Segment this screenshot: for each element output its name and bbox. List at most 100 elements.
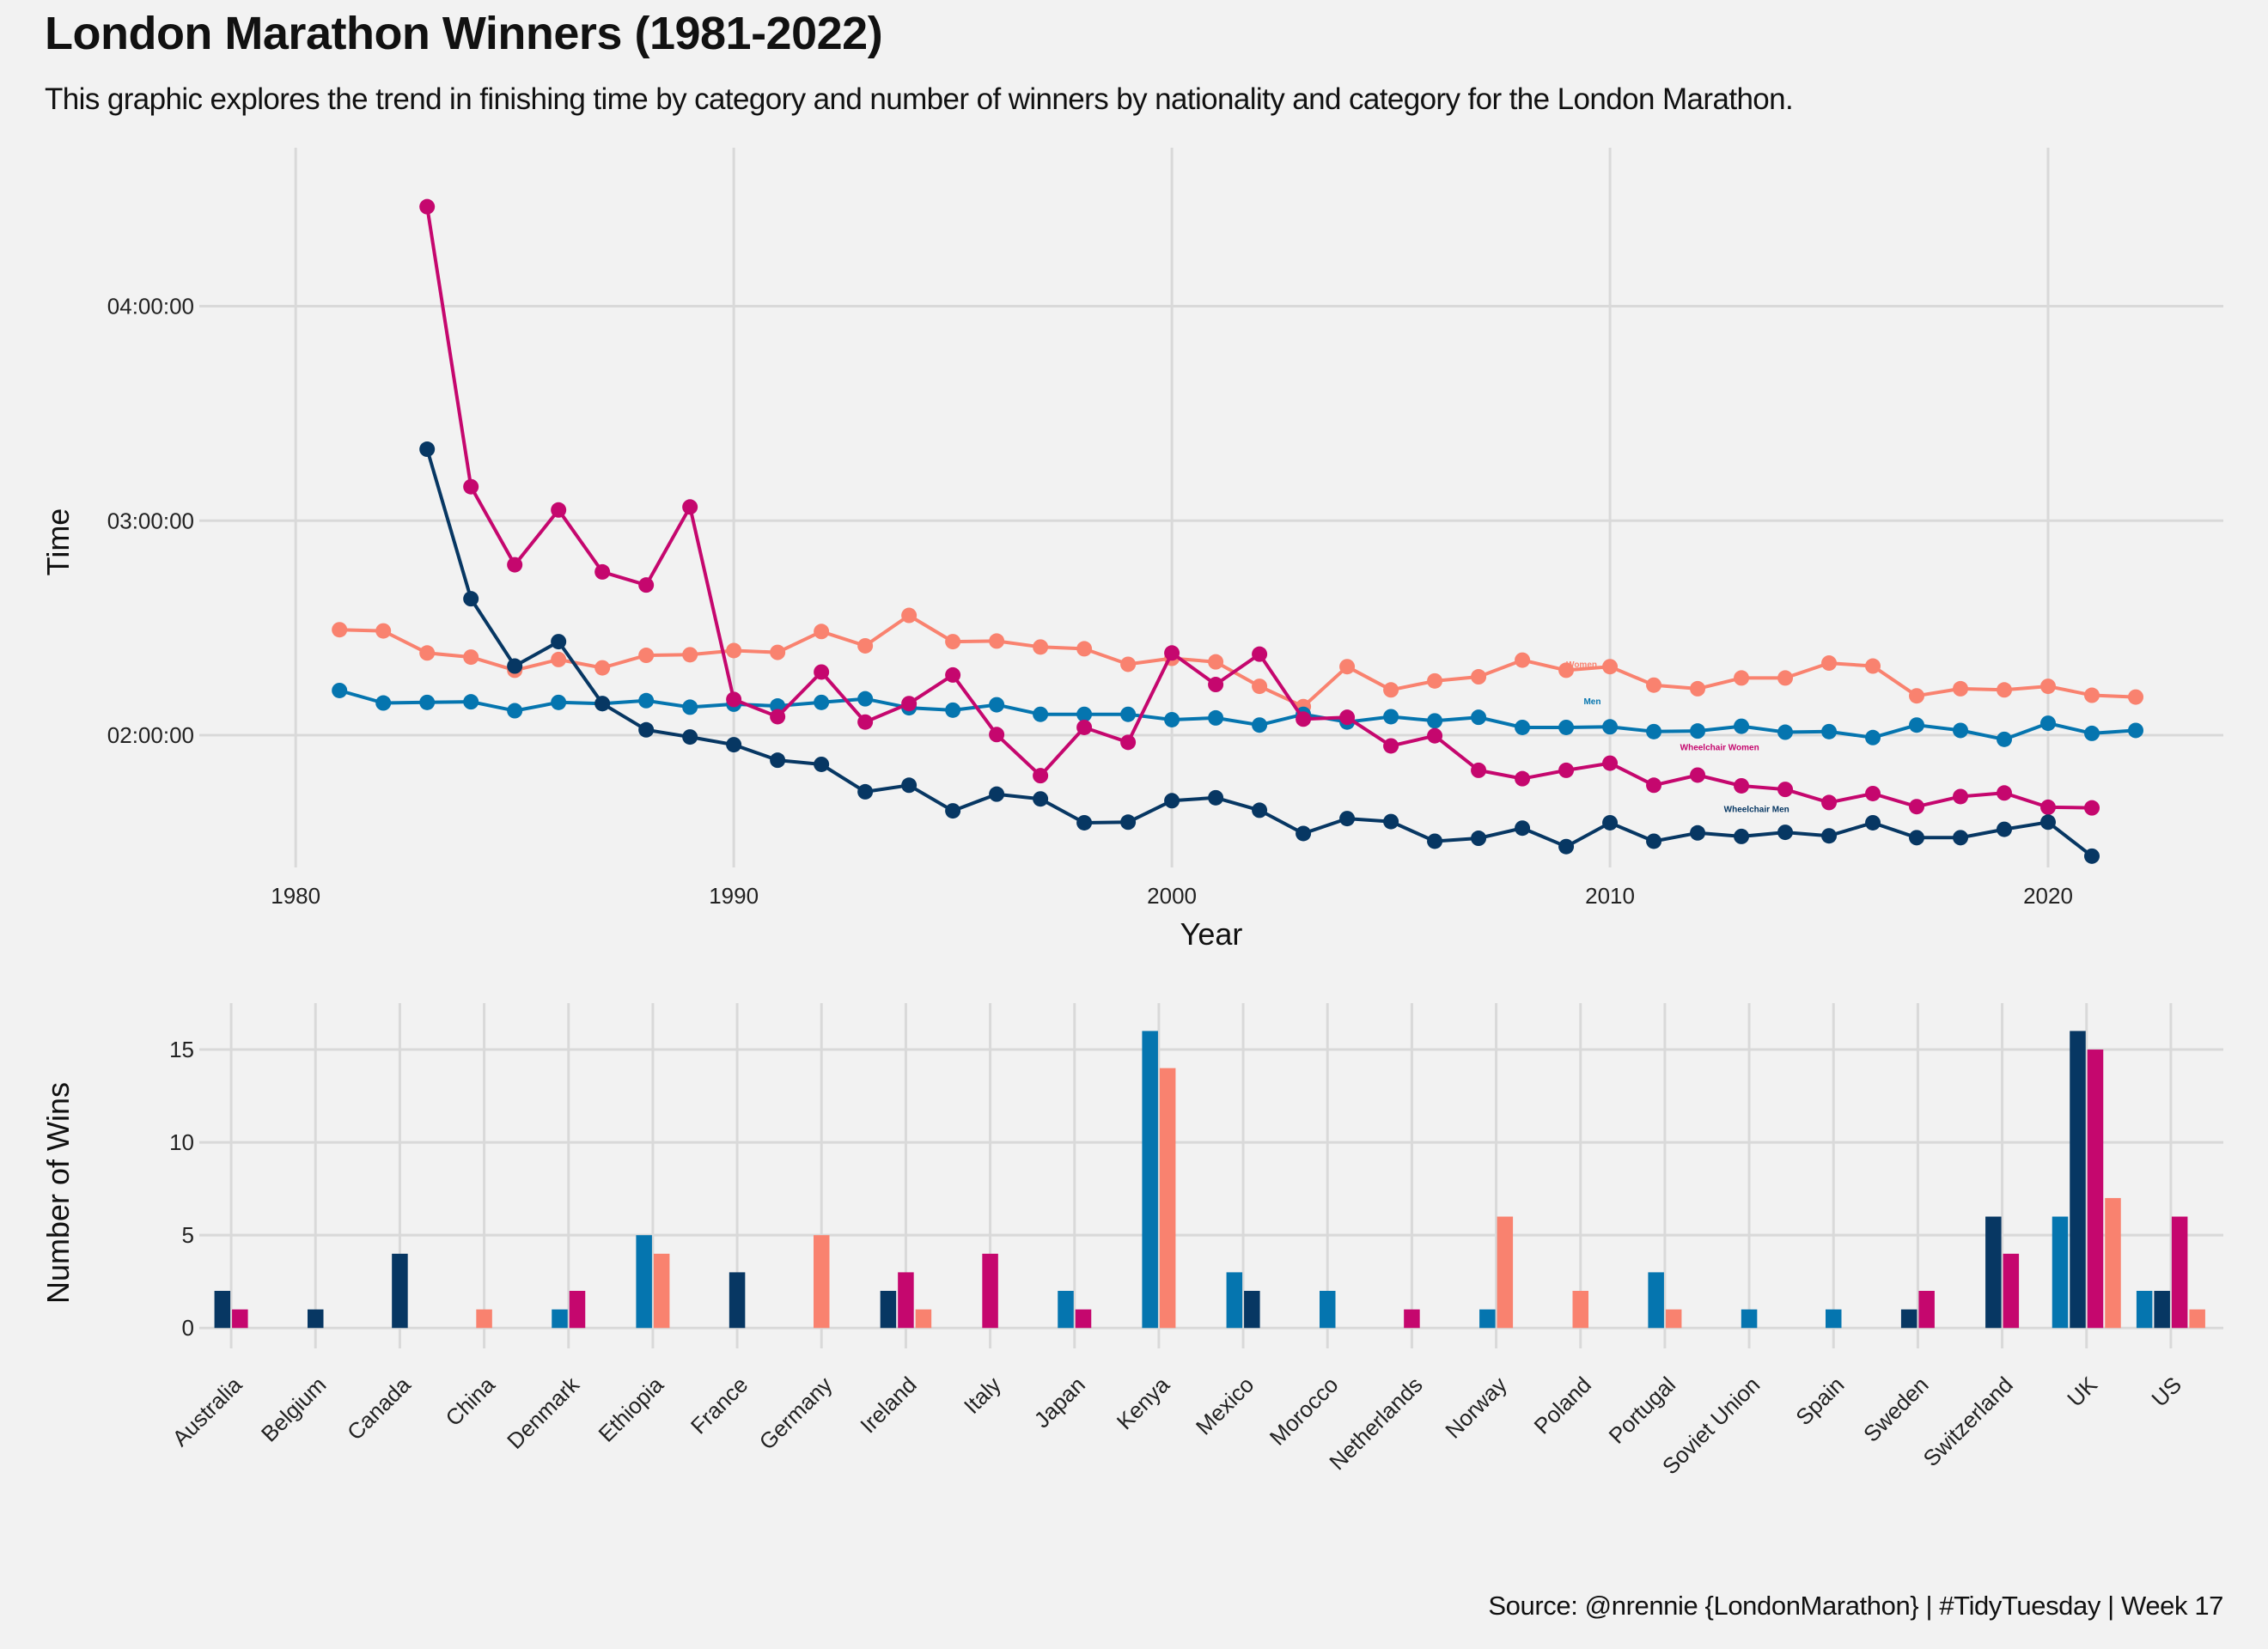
data-point-men (1383, 709, 1399, 725)
data-point-wheelchair_men (857, 783, 874, 800)
data-point-wheelchair_women (1033, 768, 1049, 784)
bar-wheelchair_men (2070, 1031, 2086, 1329)
data-point-men (1164, 711, 1180, 727)
data-point-wheelchair_men (1734, 828, 1750, 844)
data-point-women (1690, 680, 1706, 697)
data-point-wheelchair_women (814, 664, 830, 680)
data-point-wheelchair_men (1339, 811, 1356, 827)
bar-men (1226, 1272, 1243, 1329)
data-point-wheelchair_men (989, 786, 1005, 802)
bar-wheelchair_men (1244, 1291, 1260, 1329)
series-line-men (338, 689, 2137, 741)
data-point-women (1997, 682, 2013, 698)
category-label: Japan (1029, 1372, 1090, 1433)
data-point-wheelchair_men (1690, 824, 1706, 841)
category-label: Australia (168, 1372, 247, 1451)
data-point-wheelchair_women (594, 563, 611, 580)
data-point-wheelchair_women (1909, 799, 1925, 815)
y-tick-label: 03:00:00 (107, 508, 194, 533)
category-label: Morocco (1265, 1372, 1344, 1451)
data-point-wheelchair_men (1909, 830, 1925, 846)
data-point-wheelchair_men (1646, 833, 1662, 849)
data-point-men (1558, 719, 1575, 735)
line-chart-panel: 1980 1990 2000 2010 2020 02:00:00 03:00:00 04:0… (40, 148, 2223, 952)
category-label: Poland (1529, 1372, 1596, 1439)
x-tick-label: 2010 (1585, 883, 1635, 909)
bar-wheelchair_women (2003, 1253, 2020, 1329)
data-point-wheelchair_women (989, 727, 1005, 743)
data-point-men (1909, 717, 1925, 733)
data-point-women (1208, 654, 1224, 670)
data-point-wheelchair_men (945, 803, 961, 819)
data-point-wheelchair_men (1777, 824, 1794, 841)
data-point-wheelchair_men (1033, 791, 1049, 807)
data-point-wheelchair_men (551, 634, 567, 650)
data-point-men (332, 682, 348, 698)
category-label: UK (2062, 1372, 2102, 1412)
category-label: Canada (342, 1372, 416, 1445)
data-point-women (375, 623, 392, 639)
data-point-women (1339, 659, 1356, 675)
source-caption: Source: @nrennie {LondonMarathon} | #Tid… (1488, 1591, 2223, 1621)
bar-wheelchair_men (2154, 1291, 2170, 1329)
data-point-women (1515, 652, 1531, 668)
data-point-women (857, 637, 874, 654)
category-label: China (441, 1372, 501, 1432)
data-point-wheelchair_men (2084, 848, 2100, 864)
bar-women (2105, 1197, 2121, 1329)
category-label: France (686, 1372, 753, 1439)
data-point-wheelchair_men (1120, 814, 1137, 831)
data-point-wheelchair_women (1427, 727, 1443, 744)
data-point-wheelchair_women (726, 691, 742, 708)
data-point-men (1997, 731, 2013, 747)
data-point-wheelchair_women (945, 666, 961, 683)
category-label: Belgium (256, 1372, 332, 1447)
data-point-women (594, 660, 611, 676)
x-axis-title: Year (1180, 916, 1243, 952)
category-label: Denmark (502, 1371, 585, 1454)
series-label-wheelchair_men: Wheelchair Men (1724, 805, 1789, 814)
data-point-wheelchair_women (1734, 777, 1750, 794)
bar-wheelchair_women (1404, 1309, 1420, 1329)
data-point-women (2040, 678, 2057, 695)
data-point-wheelchair_men (1252, 802, 1268, 818)
data-point-men (1252, 717, 1268, 733)
category-label: Switzerland (1918, 1372, 2018, 1471)
data-point-wheelchair_women (419, 198, 436, 215)
category-label: Sweden (1858, 1372, 1934, 1447)
data-point-women (1120, 656, 1137, 672)
y-tick-label: 10 (169, 1129, 194, 1155)
y-axis-title: Time (40, 508, 76, 576)
data-point-wheelchair_men (1602, 814, 1619, 831)
data-point-women (1646, 677, 1662, 693)
data-point-wheelchair_women (1821, 794, 1838, 811)
data-point-wheelchair_men (419, 441, 436, 458)
data-point-wheelchair_men (1427, 833, 1443, 849)
series-men: Men (332, 682, 2144, 747)
data-point-women (1777, 670, 1794, 686)
series-label-men: Men (1583, 697, 1600, 707)
data-point-wheelchair_men (1865, 814, 1881, 831)
data-point-wheelchair_men (726, 737, 742, 753)
category-label: US (2146, 1372, 2186, 1412)
bar-wheelchair_women (1918, 1291, 1935, 1329)
data-point-wheelchair_women (1383, 738, 1399, 754)
data-point-wheelchair_men (770, 752, 786, 769)
data-point-wheelchair_women (1558, 762, 1575, 778)
y-tick-label: 5 (182, 1222, 194, 1248)
bar-wheelchair_women (1075, 1309, 1092, 1329)
y-tick-label: 0 (182, 1315, 194, 1341)
data-point-men (1690, 723, 1706, 739)
data-point-wheelchair_men (1208, 789, 1224, 806)
bar-chart-panel: 0 5 10 15 Number of Wins Australia Belgium Cana… (40, 1003, 2223, 1479)
data-point-wheelchair_men (1953, 830, 1969, 846)
data-point-men (507, 703, 523, 719)
data-point-wheelchair_men (463, 591, 479, 607)
data-point-wheelchair_women (1076, 719, 1093, 735)
bar-wheelchair_women (898, 1272, 914, 1329)
data-point-men (1471, 709, 1487, 726)
data-point-wheelchair_women (1953, 788, 1969, 805)
bar-women (476, 1309, 492, 1329)
bar-women (1159, 1068, 1176, 1329)
